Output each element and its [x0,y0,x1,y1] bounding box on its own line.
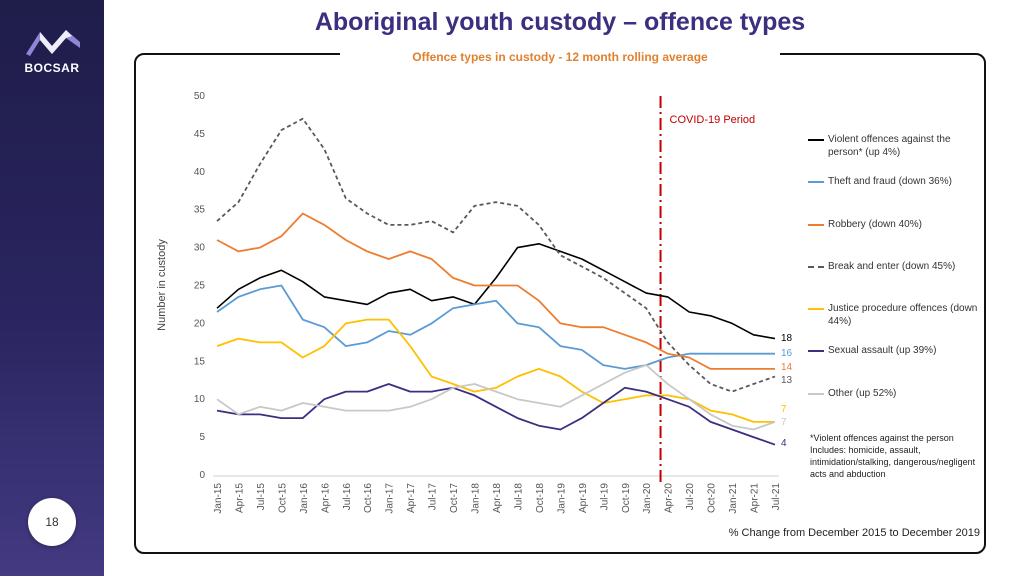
y-tick-label: 15 [194,356,206,367]
x-tick-label: Jul-17 [428,483,439,511]
x-tick-label: Oct-18 [535,483,546,513]
end-value-label-other: 7 [781,417,787,428]
legend-label-robbery: Robbery (down 40%) [828,219,922,230]
series-line-other [216,364,776,431]
series-line-sexual [216,383,776,446]
legend-swatch-break [808,266,824,268]
x-tick-label: Jan-21 [728,483,739,514]
x-tick-label: Jul-21 [771,483,782,511]
x-tick-label: Jan-19 [556,483,567,514]
x-tick-label: Jan-16 [299,483,310,514]
footnote: *Violent offences against the person Inc… [810,433,976,479]
x-tick-label: Apr-21 [750,483,761,513]
legend-swatch-robbery [808,224,824,226]
y-tick-label: 10 [194,394,206,405]
x-tick-label: Apr-20 [664,483,675,513]
covid-period-label: COVID-19 Period [670,114,756,126]
end-value-label-break: 13 [781,375,793,386]
x-tick-label: Jul-18 [513,483,524,511]
legend-swatch-violent [808,139,824,141]
x-tick-label: Oct-20 [707,483,718,513]
brand-sidebar: BOCSAR 18 [0,0,104,576]
page-number-badge: 18 [28,498,76,546]
x-tick-label: Jan-20 [642,483,653,514]
series-line-violent [216,243,776,340]
x-tick-label: Oct-19 [621,483,632,513]
y-tick-label: 30 [194,243,206,254]
y-tick-label: 50 [194,91,206,102]
x-tick-label: Oct-17 [449,483,460,513]
x-tick-label: Apr-17 [406,483,417,513]
x-tick-label: Jul-15 [256,483,267,511]
y-tick-label: 35 [194,205,206,216]
x-tick-label: Oct-16 [363,483,374,513]
y-tick-label: 25 [194,281,206,292]
y-axis-label: Number in custody [156,239,168,331]
legend-label-justice: Justice procedure offences (down 44%) [828,303,978,327]
page-title: Aboriginal youth custody – offence types [314,8,806,36]
end-value-label-theft: 16 [781,348,793,359]
end-value-label-sexual: 4 [781,438,787,449]
series-line-justice [216,318,775,423]
bocsar-logo-icon [26,30,80,56]
x-tick-label: Oct-15 [277,483,288,513]
legend-label-other: Other (up 52%) [828,388,897,399]
y-tick-label: 0 [199,470,205,481]
x-tick-label: Apr-19 [578,483,589,513]
y-tick-label: 45 [194,129,206,140]
percent-change-note: % Change from December 2015 to December … [728,527,980,539]
legend-label-theft: Theft and fraud (down 36%) [828,176,952,187]
series-line-robbery [216,212,775,370]
logo-text: BOCSAR [24,61,80,75]
x-tick-label: Apr-16 [320,483,331,513]
x-tick-label: Jan-15 [213,483,224,514]
x-tick-label: Jul-19 [599,483,610,511]
series-line-theft [216,284,775,370]
x-tick-label: Jan-18 [471,483,482,514]
x-tick-label: Jul-16 [342,483,353,511]
end-value-label-robbery: 14 [781,362,793,373]
chart-subtitle: Offence types in custody - 12 month roll… [340,50,780,64]
legend-label-sexual: Sexual assault (up 39%) [828,345,937,356]
legend-swatch-theft [808,181,824,183]
y-tick-label: 5 [199,432,205,443]
x-tick-label: Apr-15 [234,483,245,513]
x-tick-label: Jul-20 [685,483,696,511]
x-tick-label: Apr-18 [492,483,503,513]
legend-swatch-sexual [808,350,824,352]
legend-swatch-justice [808,308,824,310]
y-tick-label: 40 [194,167,206,178]
legend-label-violent: Violent offences against the person* (up… [828,134,951,158]
y-tick-label: 20 [194,318,206,329]
end-value-label-violent: 18 [781,333,793,344]
x-tick-label: Jan-17 [385,483,396,514]
end-value-label-justice: 7 [781,404,787,415]
series-line-break [216,117,776,393]
legend-label-break: Break and enter (down 45%) [828,261,956,272]
legend-swatch-other [808,393,824,395]
